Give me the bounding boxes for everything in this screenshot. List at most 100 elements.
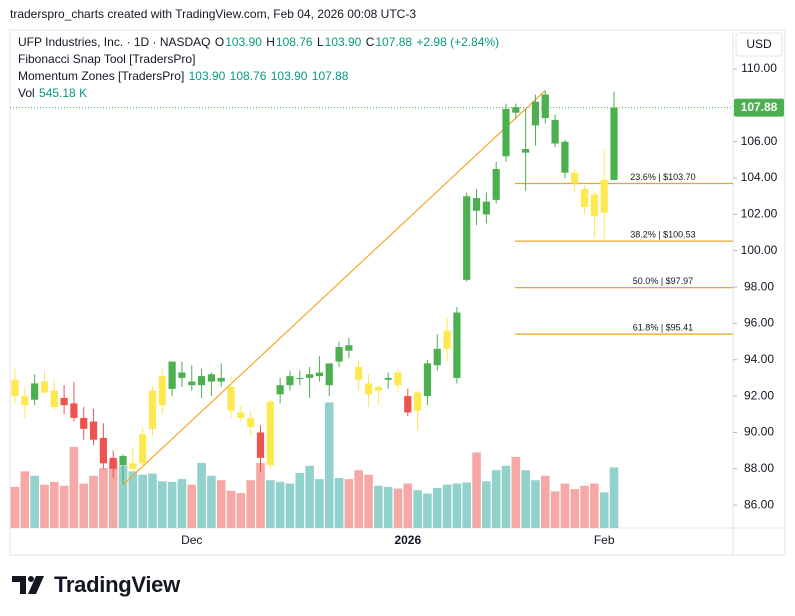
brand: TradingView: [54, 572, 180, 597]
volume-bar: [521, 470, 530, 528]
indicator-value: 103.90: [270, 69, 308, 83]
currency[interactable]: USD: [746, 37, 772, 51]
candle-body: [472, 198, 481, 211]
candle-body: [482, 201, 490, 215]
volume-bar: [590, 483, 599, 528]
volume-bar: [472, 452, 481, 528]
candle-body: [148, 390, 157, 429]
candle-body: [453, 312, 461, 378]
candle-body: [492, 168, 500, 200]
volume-bar: [315, 479, 324, 528]
candle-body: [423, 363, 432, 397]
volume-bar: [285, 483, 295, 528]
candle-body: [364, 383, 373, 395]
volume-bar: [295, 473, 305, 528]
candle-body: [580, 188, 589, 208]
candle-body: [178, 372, 186, 378]
candle-body: [355, 367, 363, 380]
legend-row: Momentum Zones [TradersPro] 103.90 108.7…: [18, 68, 500, 85]
volume-bar: [374, 485, 383, 528]
footer: TradingView: [12, 572, 180, 598]
y-tick-label: 102.00: [741, 207, 778, 221]
volume-bar: [413, 490, 422, 528]
candle-body: [610, 107, 618, 180]
volume-bar: [403, 483, 413, 528]
ohlc-key: C: [365, 35, 375, 49]
volume-bar: [531, 480, 540, 528]
volume-bar: [10, 486, 20, 528]
volume-bar: [540, 475, 550, 528]
volume-bar: [364, 474, 373, 528]
candle-body: [158, 376, 166, 406]
y-tick-label: 104.00: [741, 170, 778, 184]
volume-bar: [256, 463, 265, 528]
candle-body: [286, 376, 294, 386]
candle-body: [70, 403, 78, 418]
volume-bar: [462, 482, 472, 528]
volume-bar: [158, 481, 167, 528]
indicator-name: Fibonacci Snap Tool [TradersPro]: [18, 52, 196, 66]
y-tick-label: 110.00: [741, 61, 777, 75]
candle-body: [247, 417, 255, 427]
candle-body: [590, 194, 598, 217]
candle-body: [404, 396, 412, 413]
candle-body: [139, 434, 147, 464]
candle-body: [414, 392, 422, 411]
candle-body: [80, 417, 88, 429]
volume-bar: [167, 481, 177, 528]
volume-bar: [452, 483, 462, 528]
trend-line: [122, 90, 546, 486]
volume-bar: [216, 480, 226, 528]
candle-body: [541, 94, 549, 119]
candle-body: [571, 172, 579, 184]
candle-body: [325, 363, 333, 386]
volume-bar: [491, 470, 501, 528]
legend-row: UFP Industries, Inc. · 1D · NASDAQ O103.…: [18, 34, 500, 51]
y-tick-label: 88.00: [744, 461, 774, 475]
y-tick-label: 94.00: [744, 352, 774, 366]
candle-body: [384, 377, 392, 380]
volume-value: 545.18 K: [39, 86, 88, 100]
volume-bar: [501, 465, 511, 528]
volume-bar: [197, 463, 206, 528]
ohlc-key: L: [316, 35, 324, 49]
candle-body: [522, 149, 530, 153]
volume-bar: [30, 475, 39, 528]
candle-body: [276, 385, 284, 395]
candle-body: [188, 381, 196, 386]
candle-body: [11, 379, 19, 397]
volume-bar: [266, 480, 275, 528]
volume-bar: [550, 491, 560, 528]
indicator-value: 107.88: [311, 69, 349, 83]
symbol: UFP Industries, Inc. · 1D · NASDAQ: [18, 35, 211, 49]
x-tick-label: Dec: [181, 533, 202, 547]
indicator-value: 103.90: [188, 69, 226, 83]
ohlc-value: 107.88: [375, 35, 413, 49]
volume-bar: [609, 467, 619, 528]
fib-label: 23.6% | $103.70: [630, 172, 695, 182]
y-tick-label: 86.00: [744, 497, 774, 511]
volume-bar: [275, 481, 285, 528]
candle-body: [345, 345, 353, 351]
candle-body: [197, 376, 206, 386]
candle-body: [207, 374, 215, 382]
volume-bar: [344, 479, 354, 528]
y-tick-label: 92.00: [744, 388, 774, 402]
candle-body: [21, 396, 29, 406]
volume-bar: [128, 471, 138, 528]
ohlc-value: 108.76: [275, 35, 313, 49]
volume-bar: [226, 490, 236, 528]
volume-bar: [393, 488, 403, 528]
volume-bar: [383, 486, 393, 528]
y-tick-label: 106.00: [741, 134, 778, 148]
currency-button[interactable]: [735, 32, 783, 57]
y-tick-label: 98.00: [744, 279, 774, 293]
volume-bar: [442, 484, 452, 528]
volume-bar: [79, 483, 89, 528]
candle-body: [217, 377, 225, 382]
fib-label: 50.0% | $97.97: [633, 276, 693, 286]
volume-bar: [324, 402, 334, 528]
volume-bar: [432, 488, 442, 528]
candle-body: [129, 463, 137, 469]
candle-body: [433, 348, 441, 366]
